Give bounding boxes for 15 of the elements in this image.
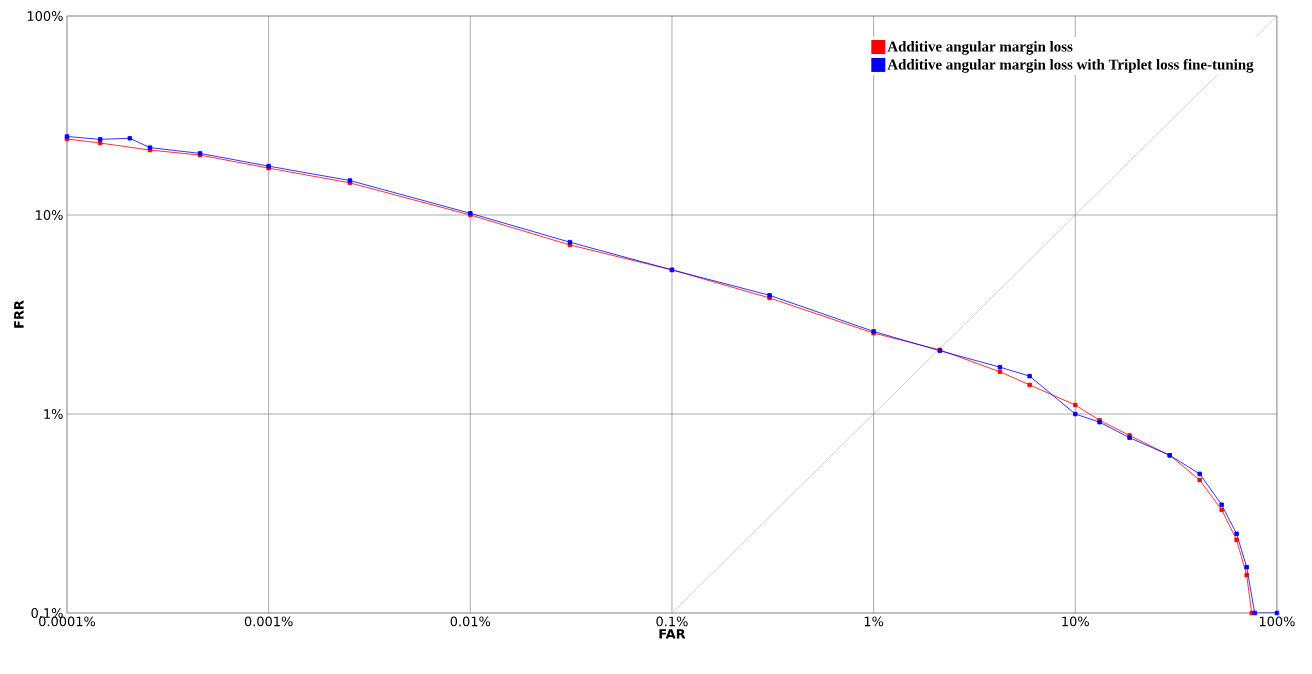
- legend-label: Additive angular margin loss with Triplet loss fine-tuning: [887, 58, 1254, 73]
- legend-label: Additive angular margin loss: [887, 41, 1073, 55]
- x-axis-title: FAR: [659, 629, 686, 639]
- x-tick-label: 0.001%: [244, 616, 293, 627]
- x-tick-label: 0.0001%: [39, 616, 96, 627]
- x-tick-label: 10%: [1062, 616, 1089, 627]
- x-tick-label: 0.1%: [656, 616, 688, 627]
- x-tick-label: 1%: [864, 616, 884, 627]
- y-tick-label: 0.1%: [31, 608, 63, 618]
- y-tick-label: 100%: [27, 11, 63, 21]
- x-tick-label: 100%: [1259, 616, 1295, 627]
- y-axis-title: FRR: [14, 300, 24, 328]
- y-tick-label: 1%: [44, 409, 63, 419]
- x-tick-label: 0.01%: [450, 616, 491, 627]
- y-tick-label: 10%: [36, 210, 63, 220]
